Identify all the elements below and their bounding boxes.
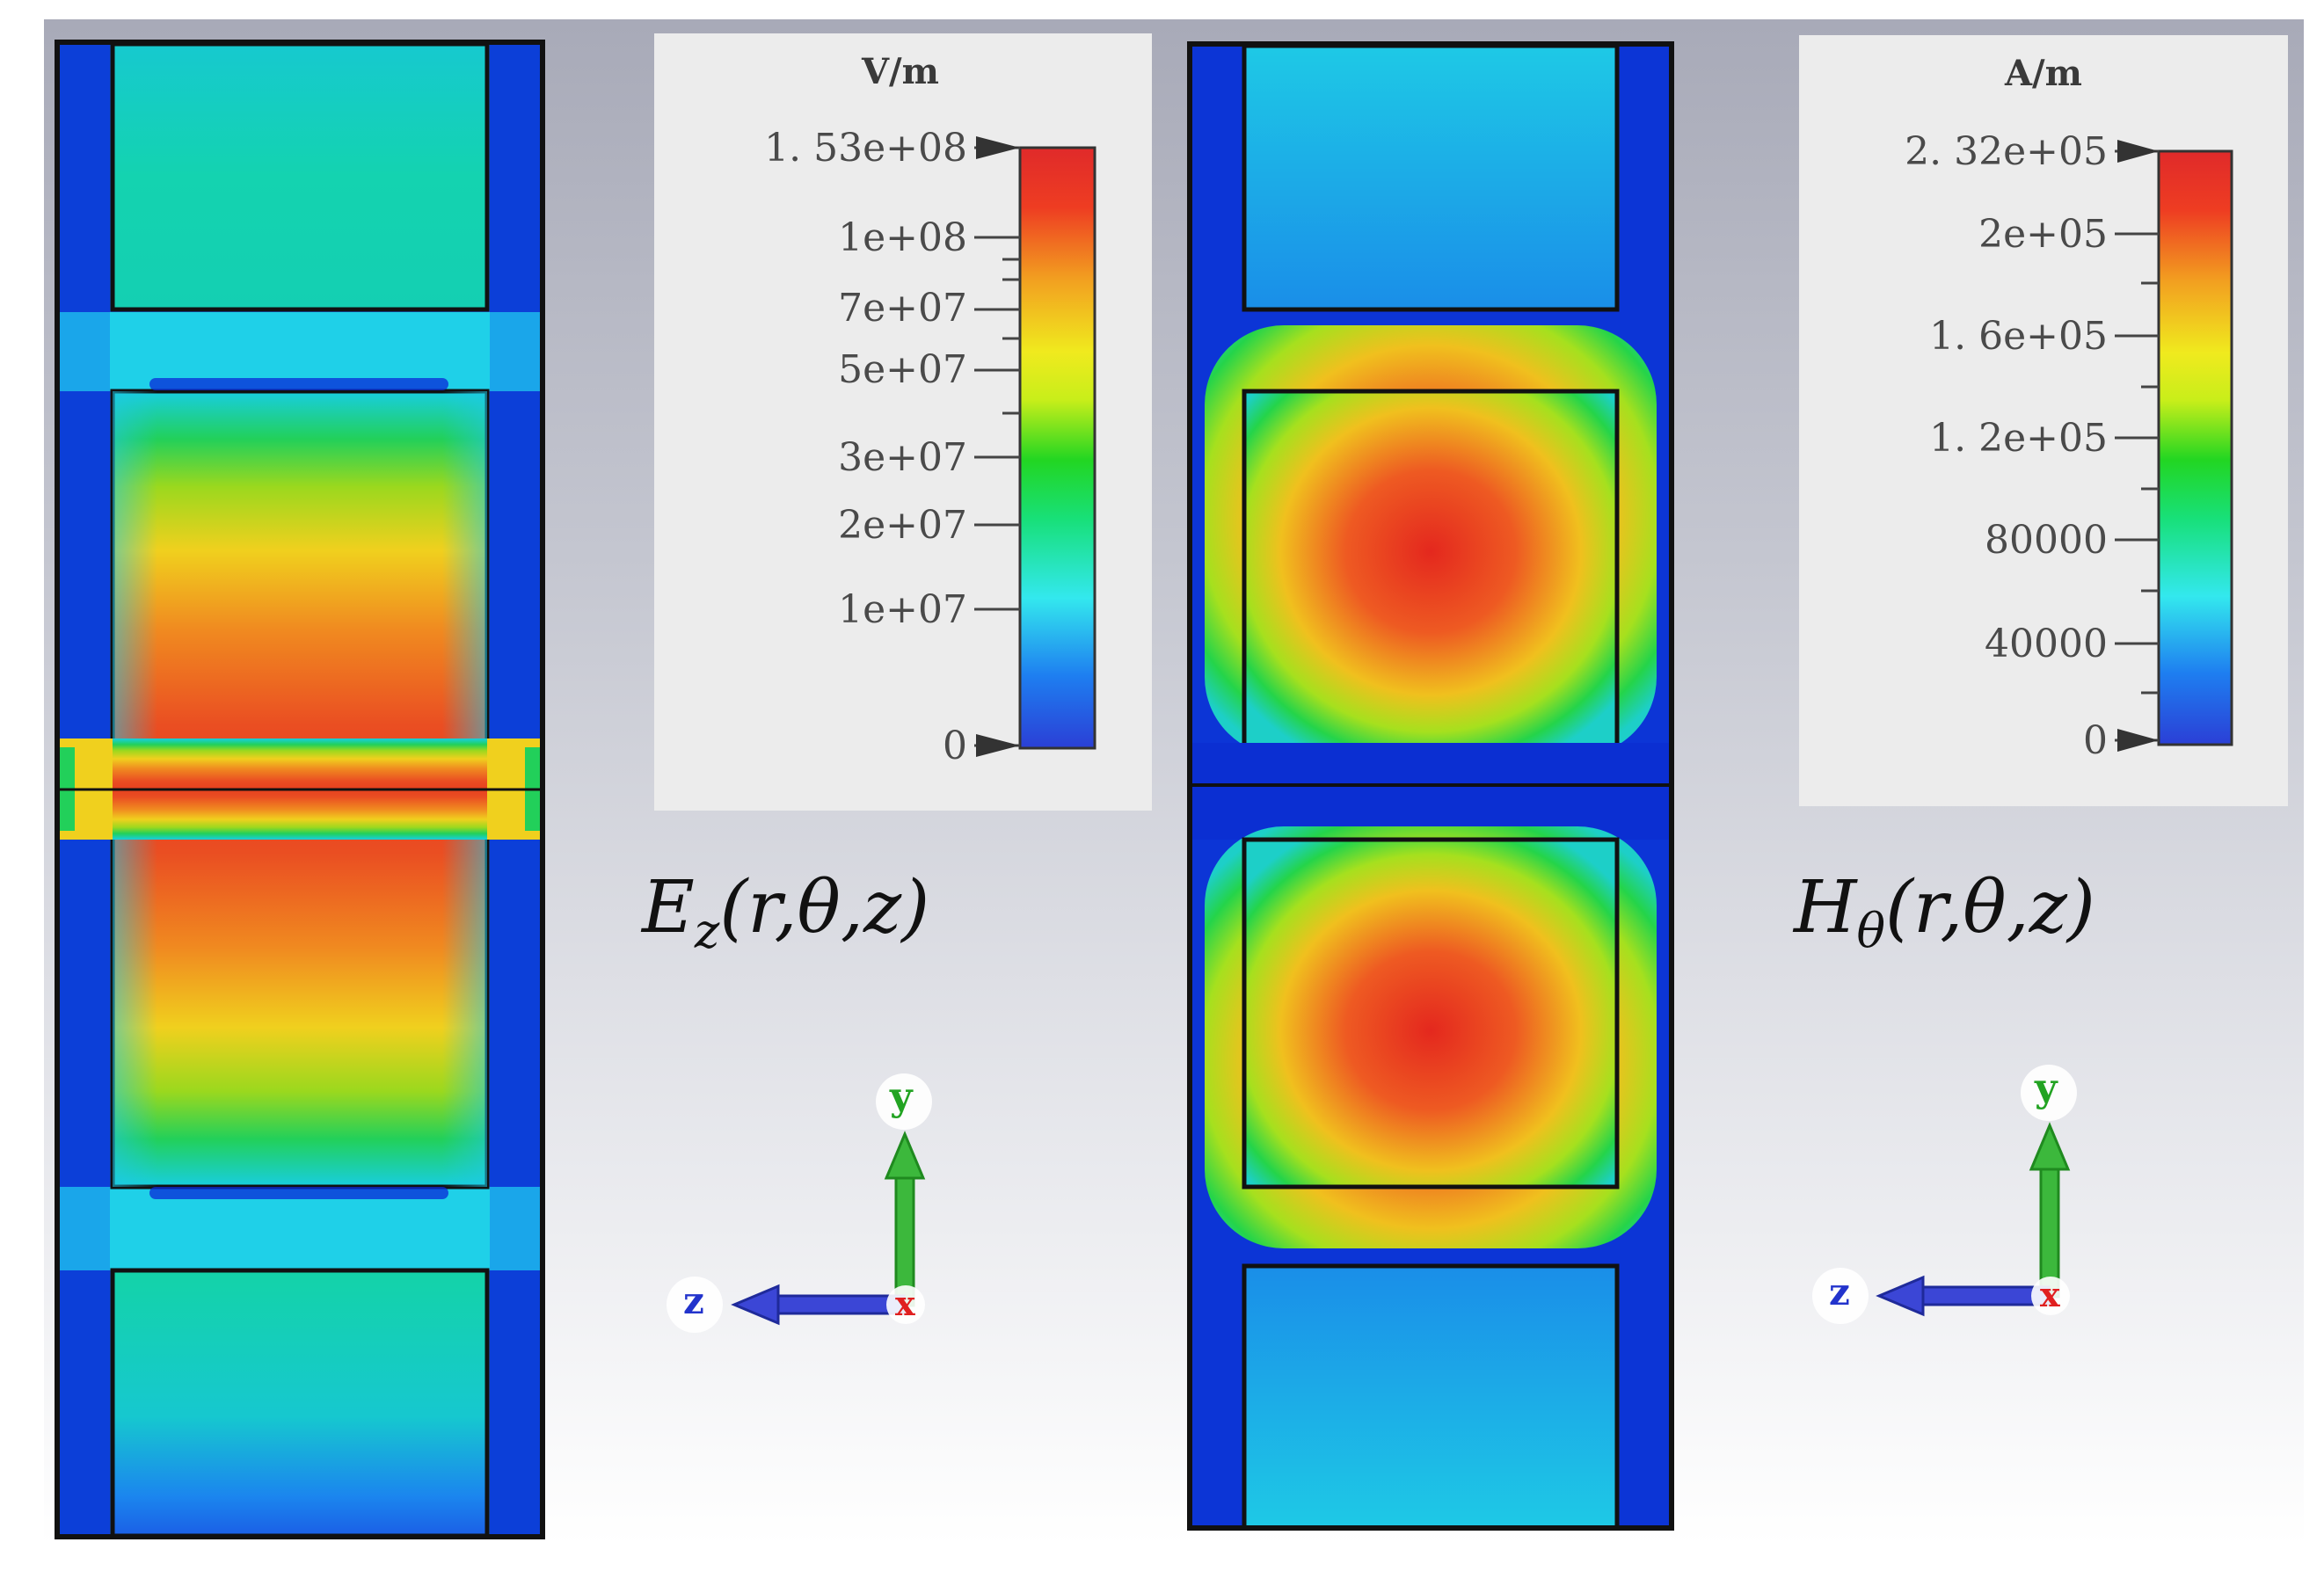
htheta-subscript: θ <box>1856 903 1886 959</box>
axis-y-label: y <box>2035 1066 2058 1110</box>
ez-legend-tick: 5e+07 <box>838 347 967 392</box>
htheta-legend-tick: 40000 <box>1985 622 2108 666</box>
ez-equation-label: Ez(r,θ,z) <box>642 866 929 958</box>
axis-z-label: z <box>683 1279 704 1322</box>
ez-legend-max: 1. 53e+08 <box>764 126 967 171</box>
htheta-symbol: H <box>1794 866 1857 949</box>
ez-legend-tick: 1e+08 <box>838 215 967 260</box>
ez-legend-unit: V/m <box>862 51 939 92</box>
htheta-legend-tick: 2e+05 <box>1978 212 2108 257</box>
htheta-legend-tick: 1. 6e+05 <box>1929 314 2108 359</box>
ez-legend-tick: 1e+07 <box>838 587 967 632</box>
axis-x-label: x <box>895 1284 915 1323</box>
ez-legend-min: 0 <box>943 724 967 768</box>
axis-y-label: y <box>890 1074 913 1119</box>
ez-subscript: z <box>694 903 720 959</box>
ez-symbol: E <box>642 866 695 949</box>
htheta-legend-max: 2. 32e+05 <box>1905 129 2108 174</box>
axis-x-label: x <box>2040 1275 2060 1314</box>
htheta-legend-tick: 1. 2e+05 <box>1929 416 2108 461</box>
htheta-args: (r,θ,z) <box>1885 866 2095 949</box>
htheta-equation-label: Hθ(r,θ,z) <box>1794 866 2095 958</box>
ez-args: (r,θ,z) <box>719 866 930 949</box>
ez-legend-tick: 2e+07 <box>838 503 967 548</box>
htheta-legend-min: 0 <box>2083 718 2108 763</box>
ez-legend-tick: 7e+07 <box>838 286 967 331</box>
axis-z-label: z <box>1829 1270 1850 1313</box>
ez-legend-tick: 3e+07 <box>838 435 967 480</box>
htheta-legend-unit: A/m <box>2005 53 2082 94</box>
htheta-legend-tick: 80000 <box>1985 518 2108 563</box>
